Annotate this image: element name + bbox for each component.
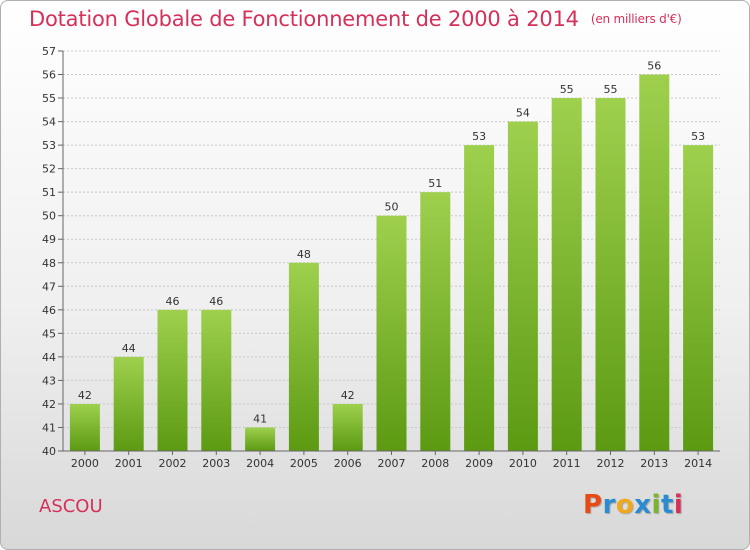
x-tick-label: 2003: [202, 457, 230, 470]
x-tick-label: 2014: [684, 457, 712, 470]
data-label: 42: [78, 389, 92, 402]
data-label: 44: [122, 342, 136, 355]
x-tick-label: 2002: [159, 457, 187, 470]
chart-title: Dotation Globale de Fonctionnement de 20…: [29, 7, 682, 31]
y-tick-label: 53: [42, 139, 56, 152]
y-tick-label: 47: [42, 280, 56, 293]
x-tick-label: 2005: [290, 457, 318, 470]
x-tick-label: 2007: [378, 457, 406, 470]
data-label: 46: [166, 295, 180, 308]
x-tick-label: 2013: [640, 457, 668, 470]
y-tick-label: 55: [42, 92, 56, 105]
y-tick-label: 44: [42, 351, 56, 364]
bar-2006: [332, 403, 363, 451]
data-label: 56: [647, 60, 661, 73]
data-label: 55: [560, 83, 574, 96]
logo-letter: P: [583, 490, 603, 520]
bar-2009: [464, 145, 495, 451]
x-tick-label: 2000: [71, 457, 99, 470]
proxiti-logo: Proxiti: [583, 490, 683, 520]
y-tick-label: 56: [42, 69, 56, 82]
bars-group: [69, 74, 714, 452]
bar-2005: [288, 262, 319, 451]
logo-letter: i: [651, 490, 661, 520]
y-tick-label: 43: [42, 374, 56, 387]
bar-2008: [420, 192, 451, 452]
x-tick-label: 2010: [509, 457, 537, 470]
data-label: 51: [428, 177, 442, 190]
data-label: 53: [472, 130, 486, 143]
data-label: 42: [341, 389, 355, 402]
x-tick-label: 2009: [465, 457, 493, 470]
y-tick-label: 40: [42, 445, 56, 458]
x-tick-label: 2001: [115, 457, 143, 470]
bar-2002: [157, 309, 188, 451]
x-tick-label: 2006: [334, 457, 362, 470]
data-labels-group: 42 44 46 46 41 48 42 50 51 53 54 55 55 56 53: [78, 60, 705, 426]
unit-label: (en milliers d'€): [590, 12, 682, 26]
bar-2001: [113, 356, 144, 451]
data-label: 48: [297, 248, 311, 261]
bar-2007: [376, 215, 407, 451]
x-tick-label: 2008: [421, 457, 449, 470]
y-tick-label: 48: [42, 257, 56, 270]
bar-2004: [245, 427, 276, 451]
logo-letter: x: [634, 490, 652, 520]
bar-2012: [595, 98, 626, 451]
data-label: 50: [385, 201, 399, 214]
x-axis: 2000 2001 2002 2003 2004 2005 2006 2007 2008 2009…: [71, 451, 712, 470]
bar-2014: [683, 145, 714, 451]
y-tick-label: 52: [42, 163, 56, 176]
data-label: 46: [209, 295, 223, 308]
logo-letter: i: [673, 490, 684, 520]
logo-letter: t: [660, 490, 674, 520]
y-tick-label: 49: [42, 233, 56, 246]
data-label: 53: [691, 130, 705, 143]
bar-2013: [639, 74, 670, 451]
logo-letter: r: [602, 490, 616, 520]
y-tick-label: 46: [42, 304, 56, 317]
data-label: 41: [253, 412, 267, 425]
bar-2011: [551, 98, 582, 451]
y-tick-label: 54: [42, 116, 56, 129]
bar-2003: [201, 309, 232, 451]
x-tick-label: 2012: [597, 457, 625, 470]
y-tick-label: 50: [42, 210, 56, 223]
logo-letter: o: [615, 490, 635, 520]
data-label: 54: [516, 107, 530, 120]
x-tick-label: 2004: [246, 457, 274, 470]
y-tick-label: 41: [42, 421, 56, 434]
title-text: Dotation Globale de Fonctionnement de 20…: [29, 7, 579, 31]
y-tick-label: 57: [42, 45, 56, 58]
y-tick-label: 42: [42, 398, 56, 411]
commune-name: ASCOU: [39, 496, 103, 517]
data-label: 55: [604, 83, 618, 96]
x-tick-label: 2011: [553, 457, 581, 470]
bar-2000: [69, 403, 100, 451]
y-tick-label: 51: [42, 186, 56, 199]
bar-2010: [507, 121, 538, 452]
y-tick-label: 45: [42, 327, 56, 340]
